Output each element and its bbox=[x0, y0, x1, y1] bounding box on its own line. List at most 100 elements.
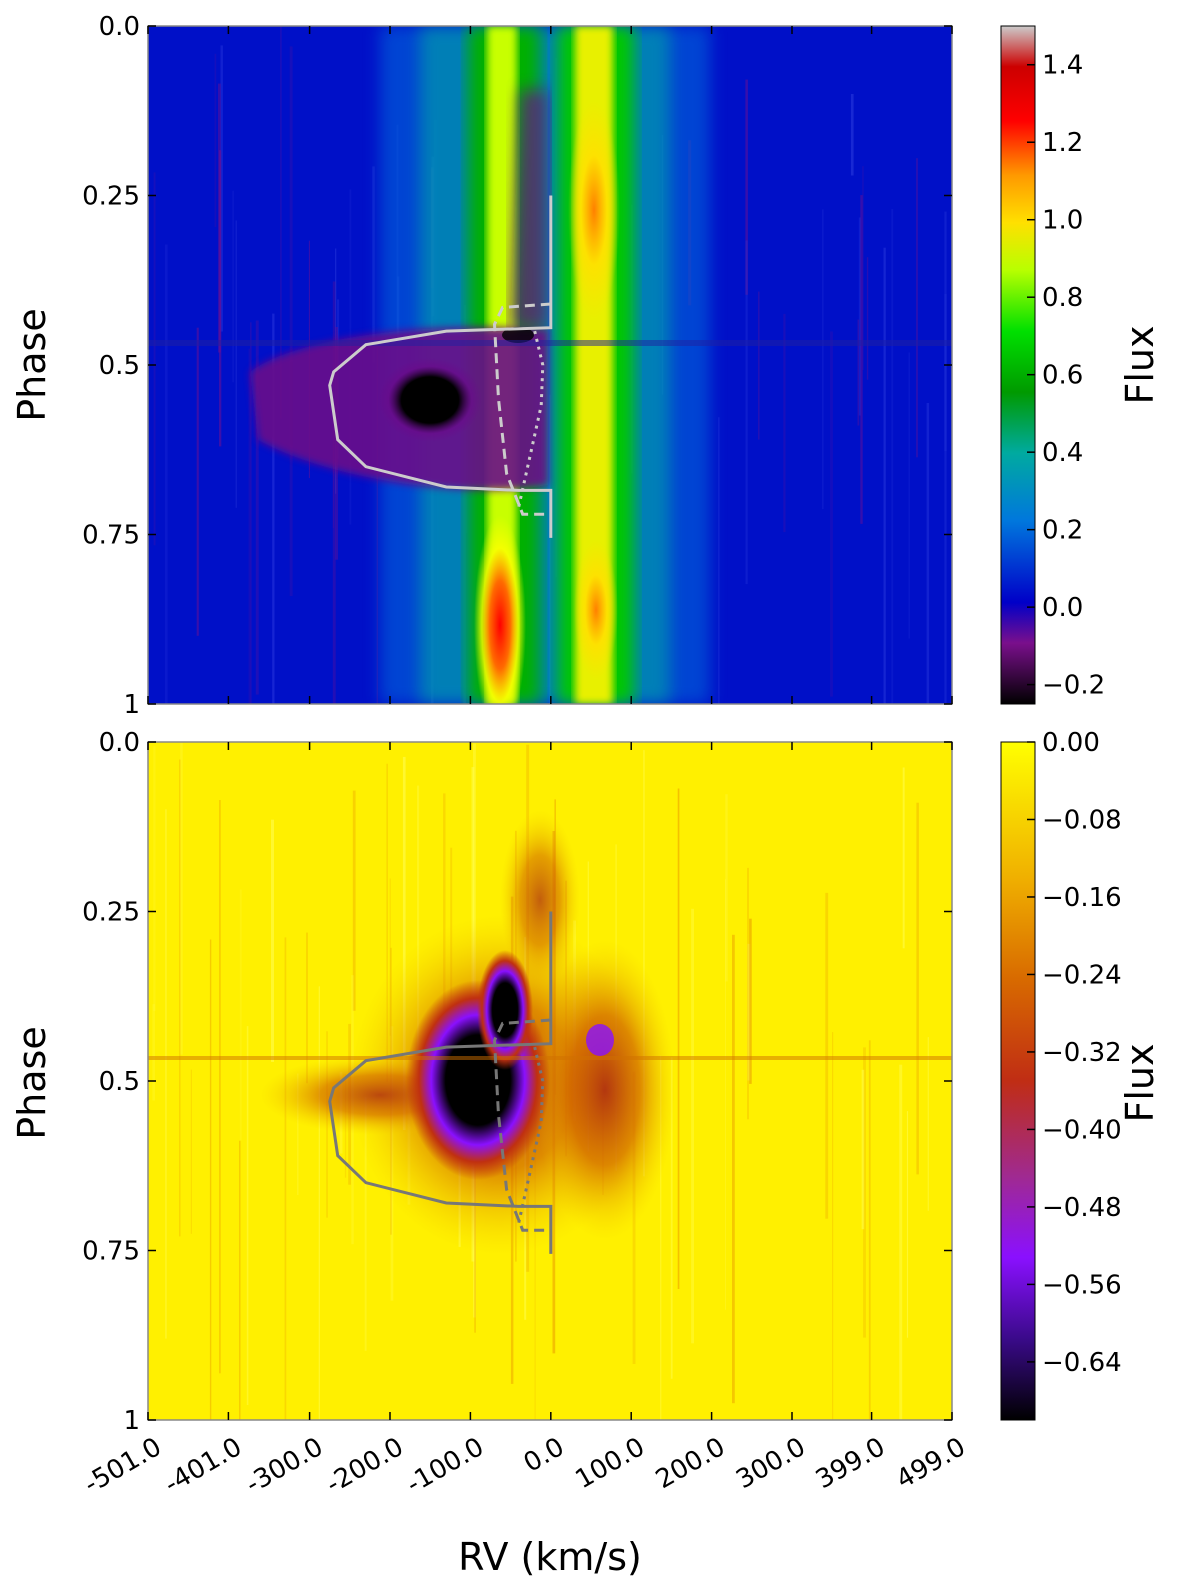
noise-streak bbox=[364, 1096, 367, 1351]
noise-streak bbox=[670, 1057, 673, 1379]
noise-streak bbox=[306, 932, 308, 1084]
noise-streak bbox=[386, 763, 388, 1083]
noise-streak bbox=[822, 209, 824, 510]
noise-streak bbox=[747, 943, 751, 1081]
y-tick-label: 0.5 bbox=[99, 351, 140, 381]
emission-peak-lower-red bbox=[574, 540, 618, 680]
colorbar-tick-label: 1.2 bbox=[1042, 128, 1083, 158]
noise-streak bbox=[417, 785, 420, 1094]
colorbar-tick-label: −0.40 bbox=[1042, 1115, 1122, 1145]
top-heatmap-panel: 0.0 0.25 0.5 0.75 1 Phase bbox=[10, 12, 953, 720]
y-tick-label: 0.75 bbox=[82, 1237, 140, 1267]
noise-streak bbox=[352, 790, 356, 1011]
noise-streak bbox=[271, 819, 274, 1062]
noise-streak bbox=[165, 809, 167, 1339]
bottom-colorbar-gradient bbox=[1000, 741, 1036, 1421]
top-x-ticks bbox=[147, 26, 953, 704]
noise-streak bbox=[927, 1037, 929, 1211]
colorbar-tick-label: 0.4 bbox=[1042, 438, 1083, 468]
noise-streak bbox=[857, 319, 860, 426]
x-tick-label: 0.0 bbox=[519, 1432, 570, 1479]
noise-streak bbox=[389, 878, 391, 1036]
top-absorption-core-small bbox=[502, 327, 534, 343]
noise-streak bbox=[691, 908, 694, 1344]
y-tick-label: 1 bbox=[123, 1406, 140, 1436]
noise-streak bbox=[944, 211, 947, 704]
bottom-absorption-red bbox=[535, 940, 675, 1240]
noise-streak bbox=[239, 1140, 241, 1420]
x-tick-label: 399.0 bbox=[811, 1432, 890, 1495]
noise-streak bbox=[862, 166, 864, 371]
noise-streak bbox=[944, 294, 947, 452]
noise-streak bbox=[916, 158, 918, 458]
noise-streak bbox=[908, 352, 910, 639]
bottom-phase-stripe bbox=[148, 1056, 952, 1060]
noise-streak bbox=[830, 331, 833, 697]
top-y-axis: 0.0 0.25 0.5 0.75 1 bbox=[82, 12, 952, 720]
noise-streak bbox=[749, 918, 752, 1084]
colorbar-tick-label: −0.64 bbox=[1042, 1348, 1122, 1378]
colorbar-tick-label: −0.48 bbox=[1042, 1193, 1122, 1223]
bottom-y-axis: 0.0 0.25 0.5 0.75 1 bbox=[82, 728, 952, 1436]
noise-streak bbox=[153, 746, 156, 1011]
bottom-colorbar: 0.00 −0.08 −0.16 −0.24 −0.32 −0.40 −0.48 −0.56 −… bbox=[1000, 728, 1162, 1421]
tail-model-solid-line bbox=[328, 195, 553, 538]
colorbar-tick-label: 0.2 bbox=[1042, 516, 1083, 546]
colorbar-tick-label: −0.24 bbox=[1042, 960, 1122, 990]
noise-streak bbox=[152, 1004, 155, 1101]
y-tick-label: 0.25 bbox=[82, 898, 140, 928]
colorbar-tick-label: 0.8 bbox=[1042, 283, 1083, 313]
noise-streak bbox=[783, 313, 786, 533]
top-absorption-core bbox=[378, 358, 482, 442]
noise-streak bbox=[235, 220, 237, 508]
emission-peak-lower bbox=[474, 515, 526, 704]
y-tick-label: 0.0 bbox=[99, 728, 140, 758]
noise-streak bbox=[732, 934, 735, 1404]
bottom-y-axis-label: Phase bbox=[10, 1026, 54, 1139]
noise-streak bbox=[660, 1055, 662, 1420]
noise-streak bbox=[718, 417, 720, 704]
noise-streak bbox=[272, 313, 275, 704]
noise-streak bbox=[190, 1069, 192, 1234]
bottom-absorption-core2 bbox=[477, 950, 533, 1070]
noise-streak bbox=[372, 166, 375, 363]
noise-streak bbox=[758, 291, 760, 440]
top-colorbar-label: Flux bbox=[1118, 326, 1162, 405]
noise-streak bbox=[906, 1111, 909, 1338]
y-tick-label: 0.5 bbox=[99, 1067, 140, 1097]
noise-streak bbox=[219, 150, 222, 447]
x-tick-label: 300.0 bbox=[731, 1432, 810, 1495]
colorbar-tick-label: 1.4 bbox=[1042, 51, 1083, 81]
top-colorbar: −0.2 0.0 0.2 0.4 0.6 0.8 1.0 1.2 1.4 Flux bbox=[1000, 25, 1162, 705]
noise-streak bbox=[164, 244, 168, 704]
noise-streak bbox=[289, 46, 293, 596]
noise-streak bbox=[153, 172, 156, 546]
top-absorption-trail bbox=[510, 90, 548, 330]
colorbar-tick-label: 0.0 bbox=[1042, 593, 1083, 623]
colorbar-tick-label: 1.0 bbox=[1042, 206, 1083, 236]
bottom-absorption-spot bbox=[586, 1024, 614, 1056]
colorbar-tick-label: 0.00 bbox=[1042, 728, 1100, 758]
noise-streak bbox=[858, 217, 861, 416]
top-overlays bbox=[328, 195, 553, 538]
noise-streak bbox=[745, 79, 748, 295]
noise-streak bbox=[318, 986, 320, 1420]
noise-streak bbox=[926, 403, 930, 704]
noise-streak bbox=[246, 1026, 249, 1405]
colorbar-tick-label: −0.56 bbox=[1042, 1270, 1122, 1300]
x-tick-label: -200.0 bbox=[321, 1432, 409, 1500]
noise-streak bbox=[180, 742, 183, 1055]
x-tick-label: -100.0 bbox=[402, 1432, 490, 1500]
noise-streak bbox=[725, 879, 726, 1310]
noise-streak bbox=[863, 1047, 866, 1338]
bottom-absorption-top bbox=[500, 810, 580, 990]
y-tick-label: 0.25 bbox=[82, 182, 140, 212]
noise-streak bbox=[861, 1069, 865, 1230]
y-tick-label: 1 bbox=[123, 690, 140, 720]
noise-streak bbox=[232, 190, 235, 383]
noise-streak bbox=[402, 756, 406, 1130]
noise-streak bbox=[284, 937, 287, 1420]
noise-streak bbox=[179, 759, 181, 1237]
y-tick-label: 0.0 bbox=[99, 12, 140, 42]
